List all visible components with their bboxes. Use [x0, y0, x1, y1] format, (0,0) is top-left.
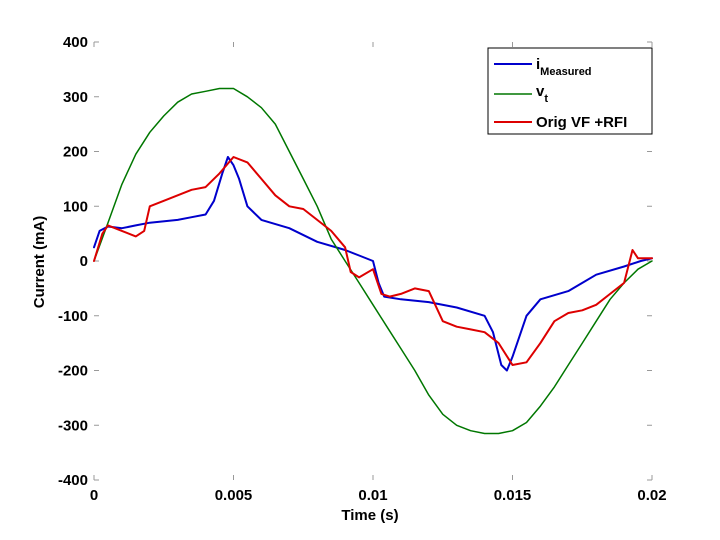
legend: iMeasured vt Orig VF +RFI — [487, 47, 653, 135]
y-tick-label: -100 — [58, 308, 88, 325]
series-line-orig-vf-rfi — [93, 156, 653, 366]
series-line-vt — [93, 87, 653, 435]
ticks-layer: 0 0.005 0.01 0.015 0.02 400 300 200 100 0 -100 -200… — [58, 34, 667, 504]
series-line-imeasured — [93, 156, 653, 372]
legend-label-vt: vt — [536, 83, 548, 105]
y-tick-label: -300 — [58, 417, 88, 434]
series-layer — [93, 87, 653, 435]
legend-label-imeasured-main: i — [536, 56, 540, 73]
y-tick-label: 100 — [63, 198, 88, 215]
x-tick-label: 0.005 — [215, 487, 253, 504]
x-axis-title: Time (s) — [341, 507, 398, 524]
y-axis-title: Current (mA) — [31, 216, 48, 309]
y-tick-label: 0 — [80, 253, 88, 270]
legend-label-vt-main: v — [536, 83, 545, 100]
y-tick-label: 400 — [63, 34, 88, 51]
legend-label-imeasured-sub: Measured — [540, 66, 591, 78]
y-tick-label: 200 — [63, 144, 88, 161]
y-tick-label: -200 — [58, 363, 88, 380]
x-tick-label: 0.015 — [494, 487, 532, 504]
y-tick-label: -400 — [58, 472, 88, 489]
y-tick-label: 300 — [63, 89, 88, 106]
legend-label-vt-sub: t — [544, 93, 548, 105]
x-tick-label: 0 — [90, 487, 98, 504]
x-tick-label: 0.02 — [637, 487, 666, 504]
legend-label-imeasured: iMeasured — [536, 56, 592, 78]
legend-label-orig-vf-rfi: Orig VF +RFI — [536, 114, 627, 131]
legend-box — [487, 47, 653, 135]
x-tick-label: 0.01 — [358, 487, 387, 504]
